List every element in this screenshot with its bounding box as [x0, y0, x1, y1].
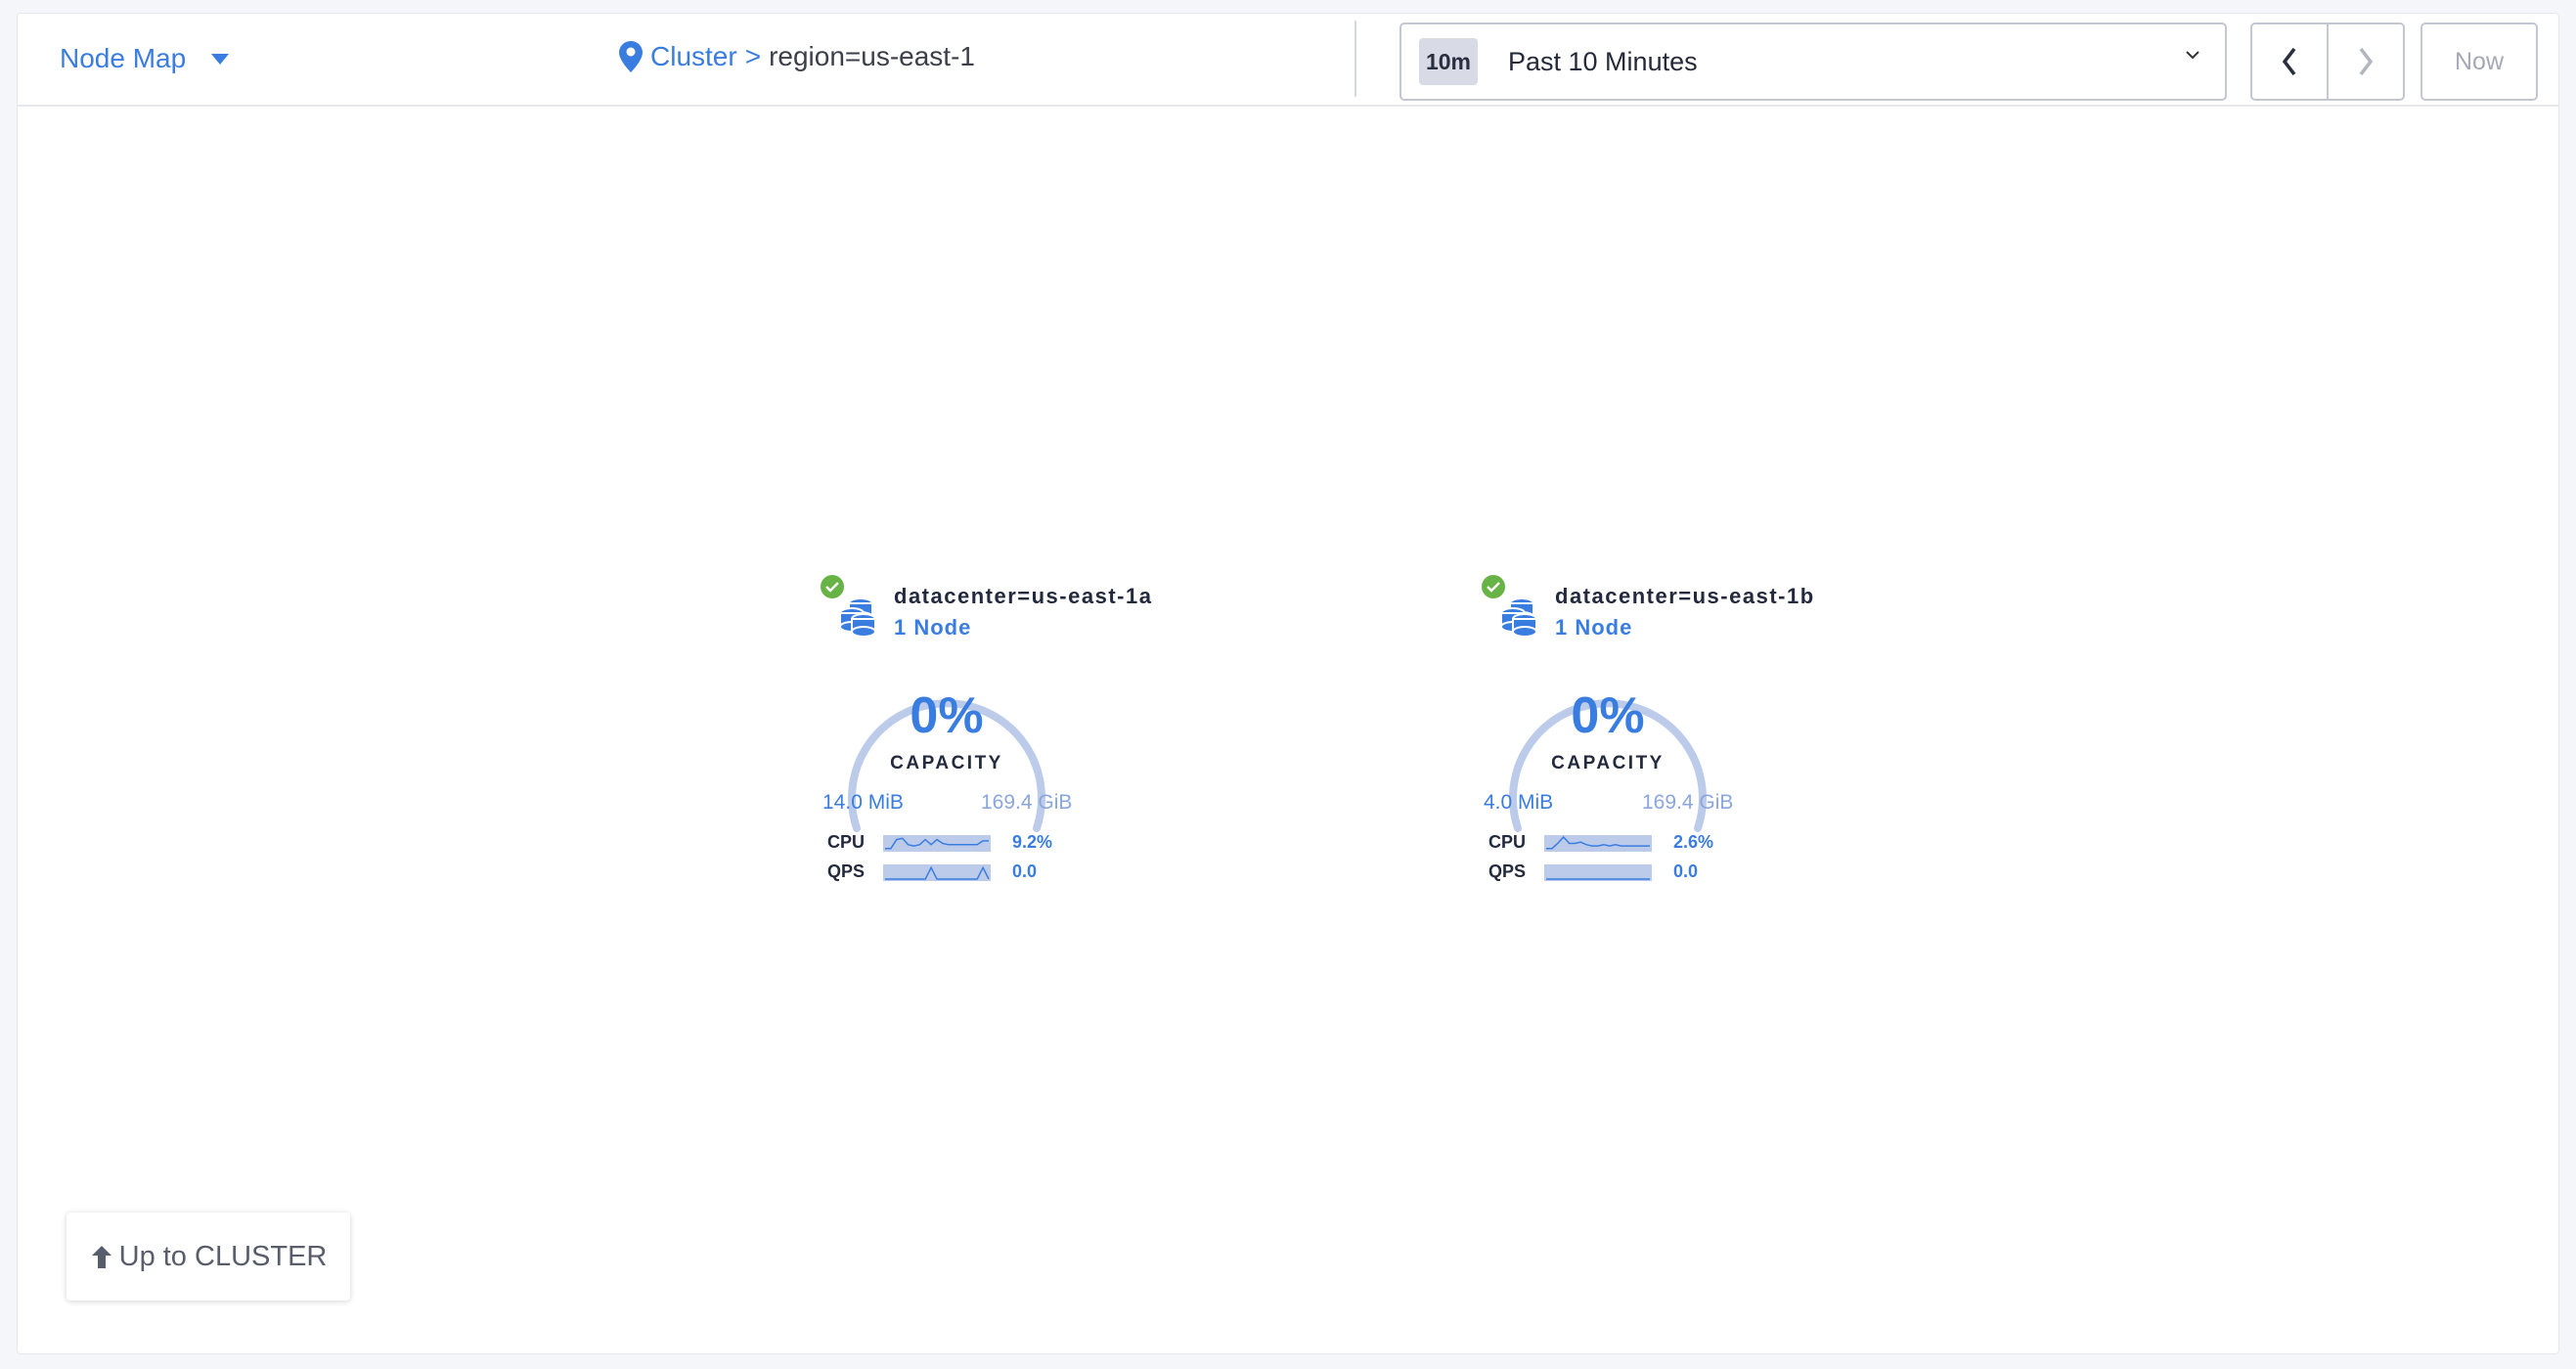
- arrow-up-icon: [91, 1246, 111, 1268]
- qps-value: 0.0: [1673, 861, 1699, 881]
- qps-label: QPS: [1488, 861, 1527, 881]
- node-count: 1 Node: [1555, 615, 1633, 640]
- cpu-label: CPU: [827, 832, 866, 852]
- qps-label: QPS: [827, 861, 866, 881]
- gauge-track: [848, 699, 1045, 832]
- used-capacity: 4.0 MiB: [1484, 791, 1554, 814]
- cpu-label: CPU: [1488, 832, 1527, 852]
- qps-sparkline: [883, 864, 991, 881]
- time-range-select[interactable]: 10m Past 10 Minutes: [1399, 22, 2227, 101]
- database-icon: [1500, 597, 1537, 637]
- caret-down-icon: [211, 53, 230, 65]
- view-selector-dropdown[interactable]: Node Map: [60, 43, 230, 74]
- cpu-value: 2.6%: [1673, 832, 1714, 852]
- header-bar: Node Map Cluster > region=us-east-1 10m …: [18, 14, 2558, 107]
- breadcrumb-current: region=us-east-1: [769, 41, 975, 71]
- locality-card[interactable]: datacenter=us-east-1b 1 Node 0% CAPACITY…: [1481, 574, 1852, 897]
- map-pin-icon: [619, 41, 643, 72]
- up-to-cluster-button[interactable]: Up to CLUSTER: [67, 1213, 350, 1301]
- sparkline-background: [1544, 835, 1652, 852]
- chevron-right-icon: [2359, 47, 2374, 76]
- total-capacity: 169.4 GiB: [1642, 791, 1734, 814]
- cpu-sparkline: [883, 835, 991, 852]
- sparkline-background: [1544, 864, 1652, 881]
- capacity-percent: 0%: [1571, 687, 1645, 744]
- status-healthy-icon: [1482, 575, 1505, 598]
- gauge-track: [1509, 699, 1707, 832]
- used-capacity: 14.0 MiB: [822, 791, 904, 814]
- locality-name[interactable]: datacenter=us-east-1b: [1555, 584, 1815, 608]
- chevron-down-icon: [2186, 51, 2199, 60]
- previous-button[interactable]: [2252, 24, 2329, 99]
- view-selector-label: Node Map: [60, 43, 187, 73]
- sparkline-line: [885, 865, 990, 880]
- time-range-label: Past 10 Minutes: [1508, 46, 1698, 76]
- header-divider: [1355, 21, 1356, 97]
- sparkline-line: [1546, 835, 1650, 850]
- sparkline-line: [885, 837, 989, 850]
- time-nav-group: [2250, 22, 2405, 101]
- database-icon: [839, 597, 876, 637]
- now-button[interactable]: Now: [2421, 22, 2538, 101]
- capacity-gauge: [848, 699, 1045, 832]
- qps-sparkline: [1544, 864, 1652, 881]
- next-button[interactable]: [2329, 24, 2403, 99]
- status-healthy-icon: [821, 575, 844, 598]
- locality-card[interactable]: datacenter=us-east-1a 1 Node 0% CAPACITY…: [820, 574, 1191, 897]
- capacity-gauge: [1509, 699, 1707, 832]
- node-count: 1 Node: [894, 615, 972, 640]
- capacity-label: CAPACITY: [1551, 753, 1665, 773]
- breadcrumb-separator: >: [744, 41, 762, 71]
- sparkline-background: [883, 864, 991, 881]
- sparkline-background: [883, 835, 991, 852]
- total-capacity: 169.4 GiB: [981, 791, 1073, 814]
- capacity-label: CAPACITY: [890, 753, 1003, 773]
- cpu-value: 9.2%: [1012, 832, 1053, 852]
- chevron-left-icon: [2282, 47, 2296, 76]
- up-to-cluster-label: Up to CLUSTER: [118, 1240, 328, 1272]
- cpu-sparkline: [1544, 835, 1652, 852]
- locality-name[interactable]: datacenter=us-east-1a: [894, 584, 1153, 608]
- breadcrumb: Cluster > region=us-east-1: [619, 41, 975, 72]
- main-panel: Node Map Cluster > region=us-east-1 10m …: [17, 13, 2559, 1354]
- qps-value: 0.0: [1012, 861, 1038, 881]
- breadcrumb-cluster-link[interactable]: Cluster: [650, 41, 737, 71]
- capacity-percent: 0%: [910, 687, 984, 744]
- time-range-badge: 10m: [1419, 38, 1478, 85]
